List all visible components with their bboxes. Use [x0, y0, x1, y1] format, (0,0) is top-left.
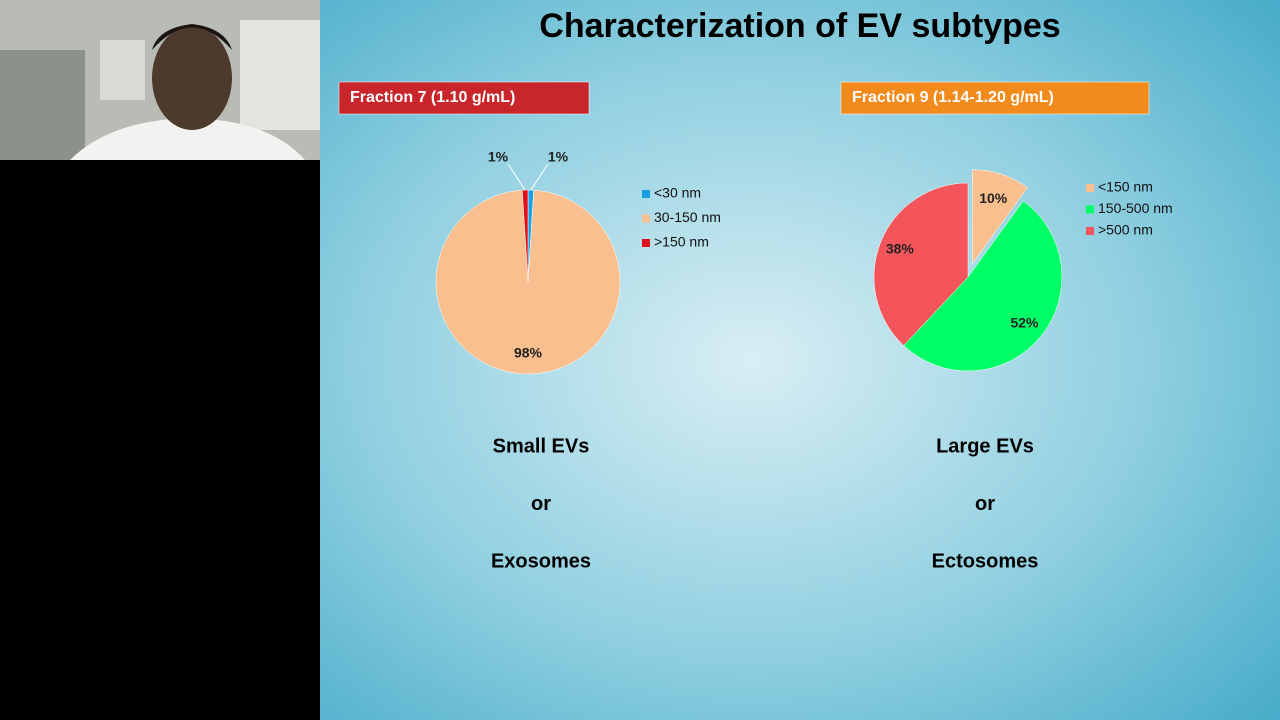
legend-swatch: [1086, 227, 1094, 235]
data-label: 38%: [886, 241, 915, 257]
data-label: 1%: [488, 149, 509, 165]
legend-swatch: [642, 214, 650, 223]
pie-slice: [972, 169, 1028, 265]
legend-label: 30-150 nm: [654, 209, 721, 225]
fraction-title: Fraction 7 (1.10 g/mL): [350, 89, 515, 106]
data-label: 1%: [548, 149, 569, 165]
fraction-title: Fraction 9 (1.14-1.20 g/mL): [852, 89, 1054, 106]
caption: Small EVs: [493, 435, 590, 457]
legend-label: <150 nm: [1098, 179, 1153, 195]
fraction-header: [840, 81, 1150, 115]
slide-title: Characterization of EV subtypes: [539, 7, 1060, 45]
fraction-header: [338, 81, 590, 115]
legend-label: >150 nm: [654, 234, 709, 250]
leader-line: [507, 163, 526, 191]
legend-swatch: [642, 239, 650, 247]
caption: or: [531, 493, 551, 515]
pie-slice: [521, 189, 529, 283]
webcam-video: [0, 0, 320, 160]
caption: Exosomes: [491, 550, 591, 572]
data-label: 10%: [979, 190, 1008, 206]
legend-label: >500 nm: [1098, 222, 1153, 238]
legend-swatch: [1086, 184, 1094, 192]
legend-swatch: [642, 190, 650, 198]
legend-swatch: [1086, 205, 1094, 214]
caption: Ectosomes: [932, 550, 1039, 572]
caption: Large EVs: [936, 435, 1034, 457]
pie-slice: [435, 189, 621, 375]
caption: or: [975, 493, 995, 515]
data-label: 52%: [1010, 314, 1039, 330]
pie-slice: [873, 182, 969, 346]
pie-slice: [903, 200, 1063, 372]
data-label: 98%: [514, 344, 543, 360]
legend-label: 150-500 nm: [1098, 200, 1173, 216]
leader-line: [530, 163, 549, 191]
legend-label: <30 nm: [654, 185, 701, 201]
